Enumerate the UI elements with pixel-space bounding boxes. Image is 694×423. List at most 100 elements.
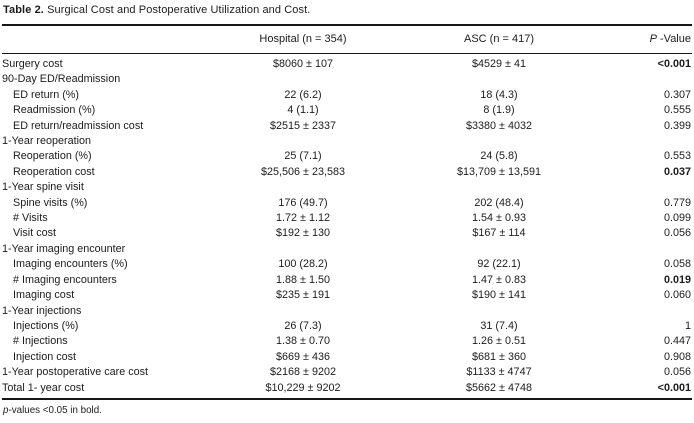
asc-value: 8 (1.9)	[483, 104, 515, 117]
asc-value	[386, 134, 612, 149]
hospital-value: 100 (28.2)	[278, 258, 328, 271]
hospital-value: 1.38 ± 0.70	[276, 335, 330, 348]
row-label: 1-Year spine visit	[2, 181, 84, 194]
hospital-value: 1.72 ± 1.12	[276, 212, 330, 225]
section-row: 1-Year spine visit	[2, 180, 692, 195]
row-label: # Imaging encounters	[13, 273, 117, 286]
table-header: Hospital (n = 354) ASC (n = 417) P -Valu…	[2, 25, 692, 54]
table-row: Spine visits (%) 176 (49.7) 202 (48.4) 0.77…	[2, 196, 692, 211]
p-value	[612, 180, 692, 195]
table-caption-text: Surgical Cost and Postoperative Utilizat…	[43, 4, 311, 16]
row-label: Reoperation cost	[13, 165, 95, 178]
row-label: Total 1- year cost	[2, 381, 85, 394]
row-label: ED return (%)	[13, 88, 79, 101]
hospital-value: 1.88 ± 1.50	[276, 273, 330, 286]
p-value: 0.553	[663, 150, 691, 163]
table-row: Injections (%) 26 (7.3) 31 (7.4) 1	[2, 319, 692, 334]
table-row: Injection cost $669 ± 436 $681 ± 360 0.908	[2, 350, 692, 365]
surgical-cost-table: Hospital (n = 354) ASC (n = 417) P -Valu…	[2, 24, 692, 400]
p-value: 0.555	[663, 104, 691, 117]
section-row: 1-Year reoperation	[2, 134, 692, 149]
asc-value	[386, 242, 612, 257]
hospital-value: $2515 ± 2337	[270, 119, 336, 132]
header-row: Hospital (n = 354) ASC (n = 417) P -Valu…	[2, 25, 692, 54]
table-row: # Visits 1.72 ± 1.12 1.54 ± 0.93 0.099	[2, 211, 692, 226]
row-label: # Injections	[13, 335, 68, 348]
p-value: 0.056	[663, 227, 691, 240]
asc-value: 18 (4.3)	[480, 88, 518, 101]
row-label: ED return/readmission cost	[13, 119, 144, 132]
asc-value: 31 (7.4)	[480, 319, 518, 332]
table-row: Imaging encounters (%) 100 (28.2) 92 (22.1…	[2, 257, 692, 272]
footnote-p-italic: p	[3, 404, 9, 416]
table-row: # Injections 1.38 ± 0.70 1.26 ± 0.51 0.447	[2, 334, 692, 349]
row-label: 1-Year injections	[2, 304, 82, 317]
header-p-italic: P	[649, 33, 657, 45]
hospital-value: $192 ± 130	[276, 227, 330, 240]
hospital-value: $2168 ± 9202	[270, 366, 336, 379]
asc-value: 24 (5.8)	[480, 150, 518, 163]
asc-value	[386, 72, 612, 87]
asc-value: $4529 ± 41	[472, 58, 526, 70]
p-value: 0.037	[663, 165, 691, 178]
asc-value	[386, 180, 612, 195]
p-value: 0.019	[663, 273, 691, 286]
hospital-value	[220, 180, 386, 195]
asc-value: $190 ± 141	[472, 289, 526, 302]
table-row: 1-Year postoperative care cost $2168 ± 92…	[2, 365, 692, 380]
hospital-value	[220, 242, 386, 257]
header-asc: ASC (n = 417)	[386, 25, 612, 54]
table-row: Reoperation cost $25,506 ± 23,583 $13,709 …	[2, 165, 692, 180]
asc-value: $681 ± 360	[472, 350, 526, 363]
table-number: Table 2.	[3, 4, 44, 16]
row-label: Surgery cost	[2, 58, 63, 70]
row-label: Imaging cost	[13, 289, 75, 302]
hospital-value: 25 (7.1)	[284, 150, 322, 163]
footnote-text: -values <0.05 in bold.	[8, 404, 102, 416]
p-value: <0.001	[657, 58, 691, 70]
row-label: # Visits	[13, 212, 48, 225]
header-row-label	[2, 25, 220, 54]
table-row: Visit cost $192 ± 130 $167 ± 114 0.056	[2, 226, 692, 241]
hospital-value: $669 ± 436	[276, 350, 330, 363]
row-label: 1-Year imaging encounter	[2, 242, 126, 255]
p-value: <0.001	[657, 381, 691, 394]
row-label: 1-Year postoperative care cost	[2, 366, 149, 379]
header-hospital: Hospital (n = 354)	[220, 25, 386, 54]
hospital-value: 26 (7.3)	[284, 319, 322, 332]
header-p-rest: -Value	[656, 33, 691, 45]
asc-value: $167 ± 114	[472, 227, 526, 240]
hospital-value: $25,506 ± 23,583	[261, 165, 345, 178]
row-label: Imaging encounters (%)	[13, 258, 128, 271]
hospital-value	[220, 72, 386, 87]
p-value: 0.779	[663, 196, 691, 209]
p-value: 0.099	[663, 212, 691, 225]
table-row: # Imaging encounters 1.88 ± 1.50 1.47 ± 0.…	[2, 273, 692, 288]
p-value: 0.060	[663, 289, 691, 302]
row-label: Injection cost	[13, 350, 77, 363]
hospital-value: $8060 ± 107	[273, 58, 333, 70]
table-row: ED return/readmission cost $2515 ± 2337 $3…	[2, 119, 692, 134]
row-label: 1-Year reoperation	[2, 135, 92, 148]
table-row: Surgery cost $8060 ± 107 $4529 ± 41 <0.001	[2, 54, 692, 73]
asc-value: 1.47 ± 0.83	[472, 273, 526, 286]
row-label: Spine visits (%)	[13, 196, 88, 209]
p-value: 0.447	[663, 335, 691, 348]
row-label: Reoperation (%)	[13, 150, 92, 163]
p-value: 0.908	[663, 350, 691, 363]
section-row: 1-Year injections	[2, 304, 692, 319]
p-value	[612, 304, 692, 319]
asc-value: 92 (22.1)	[477, 258, 521, 271]
p-value: 0.399	[663, 119, 691, 132]
row-label: 90-Day ED/Readmission	[2, 73, 121, 86]
table-body: Surgery cost $8060 ± 107 $4529 ± 41 <0.001 9…	[2, 54, 692, 399]
asc-value: 1.26 ± 0.51	[472, 335, 526, 348]
hospital-value: $235 ± 191	[276, 289, 330, 302]
hospital-value: 4 (1.1)	[287, 104, 319, 117]
row-label: Injections (%)	[13, 319, 79, 332]
section-row: 90-Day ED/Readmission	[2, 72, 692, 87]
section-row: 1-Year imaging encounter	[2, 242, 692, 257]
p-value: 0.058	[663, 258, 691, 271]
asc-value: $13,709 ± 13,591	[457, 165, 541, 178]
